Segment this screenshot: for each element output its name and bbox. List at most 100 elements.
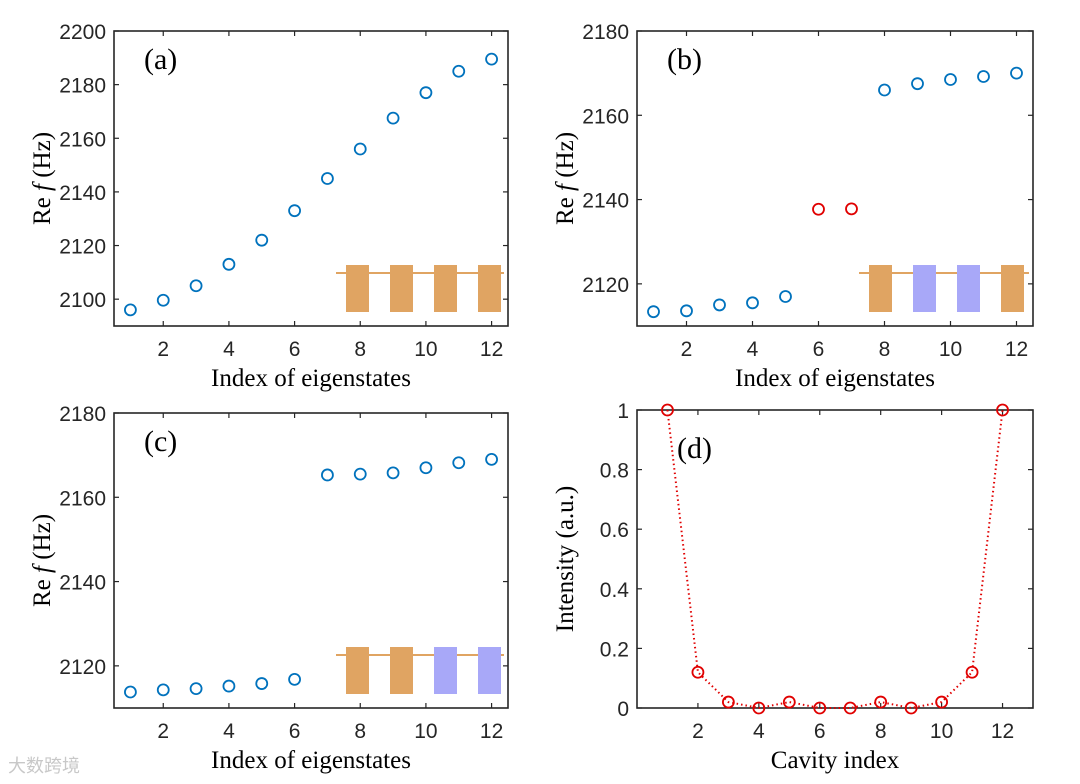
y-tick-label: 0.4 [600, 579, 630, 602]
y-tick-label: 2140 [582, 190, 629, 213]
data-point [911, 77, 924, 91]
data-point [288, 204, 301, 218]
data-point [222, 257, 236, 271]
data-point [647, 305, 660, 319]
cavity-orange [434, 265, 457, 312]
axes-box [636, 30, 1034, 327]
data-point [746, 296, 759, 310]
y-tick-label: 2140 [59, 182, 106, 205]
cavity-lavender [957, 265, 980, 312]
x-tick-label: 2 [692, 720, 704, 743]
data-point [485, 452, 498, 466]
panel-c: 2 4 6 8 10 12 2120 2140 2160 2180 Index of eigenst… [29, 403, 509, 774]
x-tick-label: 12 [480, 720, 503, 743]
panel-d: 2 4 6 8 10 12 0 0.2 0.4 0.6 0.8 1 Cavity index Intens… [552, 400, 1034, 774]
axes-box [113, 30, 509, 327]
x-tick-label: 8 [354, 338, 366, 361]
data-point [156, 293, 170, 307]
data-point [782, 695, 796, 709]
x-tick-label: 8 [879, 338, 891, 361]
cavity-inset [336, 647, 504, 694]
y-axis-label: Re f (Hz) [29, 514, 56, 607]
panel-label: (a) [144, 43, 177, 76]
y-tick-label: 0.2 [600, 638, 629, 661]
cavity-lavender [913, 265, 936, 312]
x-tick-label: 10 [939, 338, 962, 361]
cavity-orange [390, 265, 413, 312]
y-tick-label: 0.6 [600, 519, 629, 542]
data-point [386, 466, 400, 480]
y-tick-label: 2160 [59, 487, 106, 510]
y-tick-label: 2140 [59, 572, 106, 595]
panel-label: (b) [667, 43, 702, 76]
data-point [255, 677, 269, 690]
data-point [721, 695, 735, 709]
y-axis-label-unit: (Hz) [29, 132, 56, 184]
panel-label: (d) [677, 432, 712, 465]
cavity-inset [859, 265, 1029, 312]
data-point [965, 665, 979, 679]
data-point [353, 467, 367, 481]
data-point [713, 298, 726, 312]
data-point [661, 403, 674, 417]
y-tick-label: 2120 [582, 274, 629, 297]
cavity-lavender [434, 647, 457, 694]
data-point [904, 701, 918, 715]
x-tick-label: 8 [354, 720, 366, 743]
y-axis-label-prefix: Re [29, 191, 56, 225]
cavity-lavender [478, 647, 501, 694]
data-point [321, 172, 334, 185]
data-point [255, 233, 269, 247]
cavity-orange [390, 647, 413, 694]
data-point [680, 304, 693, 318]
data-point [452, 456, 466, 470]
y-tick-label: 2200 [59, 21, 106, 44]
y-tick-label: 2120 [59, 656, 106, 679]
y-tick-label: 2100 [59, 289, 106, 312]
x-tick-label: 6 [813, 338, 825, 361]
cavity-orange [478, 265, 501, 312]
x-tick-label: 10 [414, 720, 437, 743]
y-tick-label: 2160 [582, 105, 629, 128]
y-tick-label: 1 [617, 400, 629, 423]
data-point [843, 701, 857, 715]
cavity-orange [346, 265, 369, 312]
y-tick-label: 0.8 [600, 460, 629, 483]
data-point [189, 682, 203, 696]
y-axis-label-prefix: Re [552, 191, 579, 225]
data-point [156, 683, 170, 697]
y-tick-label: 0 [617, 698, 629, 721]
data-point [878, 83, 891, 97]
x-tick-label: 6 [289, 720, 301, 743]
data-point [691, 665, 705, 679]
data-point [124, 303, 137, 317]
x-axis-label: Index of eigenstates [211, 365, 411, 392]
data-point [419, 86, 433, 100]
y-tick-label: 2180 [59, 75, 106, 98]
panel-label: (c) [144, 425, 177, 458]
y-tick-label: 2180 [59, 403, 106, 426]
y-axis-label-symbol: f [29, 181, 56, 191]
data-point [1010, 66, 1023, 80]
y-tick-label: 2180 [582, 21, 629, 44]
y-axis-label-symbol: f [552, 181, 579, 191]
data-point [845, 202, 858, 216]
x-axis-label: Index of eigenstates [211, 747, 411, 774]
panel-b: 2 4 6 8 10 12 2120 2140 2160 2180 Index of eigenst… [552, 21, 1034, 392]
x-tick-label: 2 [157, 338, 169, 361]
panel-a: 2 4 6 8 10 12 2100 2120 2140 2160 2180 2200 Index of… [29, 21, 509, 392]
cavity-inset [336, 265, 504, 312]
data-line [666, 409, 1004, 710]
x-tick-label: 4 [753, 720, 765, 743]
data-point [874, 695, 888, 709]
x-tick-label: 6 [289, 338, 301, 361]
data-point [124, 685, 137, 699]
x-axis-label: Cavity index [771, 747, 900, 774]
y-axis-label: Intensity (a.u.) [552, 486, 579, 632]
x-tick-label: 4 [223, 338, 235, 361]
data-point [977, 70, 990, 83]
x-axis-label: Index of eigenstates [735, 365, 935, 392]
data-point [321, 468, 334, 482]
data-point [935, 695, 949, 709]
y-axis-label-unit: (Hz) [552, 132, 579, 184]
